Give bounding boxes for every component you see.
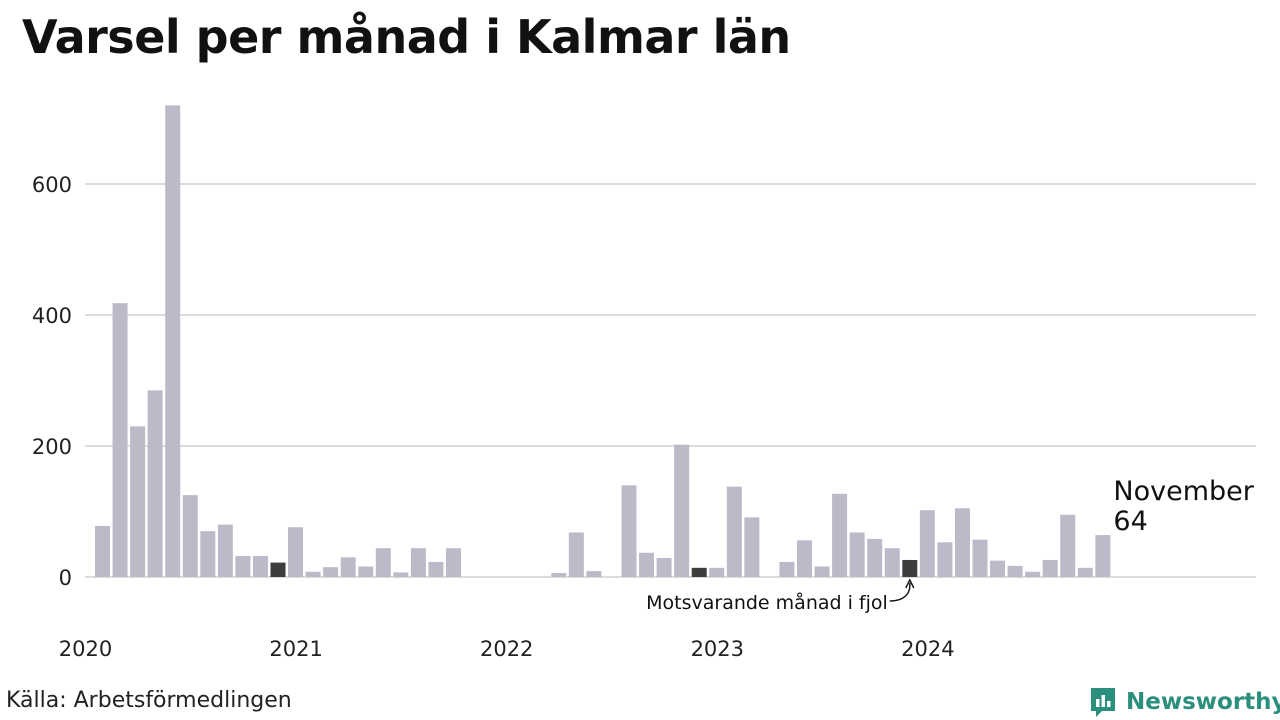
bar-2023-02 [744,517,760,577]
bar-2023-12 [919,510,935,577]
bar-2022-07 [621,485,637,577]
annotation-previous-year: Motsvarande månad i fjol [646,591,888,614]
x-axis-ticks: 2020 2021 2022 2023 2024 [59,637,955,661]
bar-2022-12 [709,567,725,577]
x-tick-label: 2023 [691,637,744,661]
bar-2024-02 [954,508,970,577]
gridlines [85,183,1256,578]
bar-chart-logo-icon [1091,688,1115,717]
bar-2024-05 [1007,565,1023,577]
bar-2021-02 [323,567,339,577]
x-tick-label: 2020 [59,637,112,661]
bar-2020-03 [130,426,146,577]
bar-2021-09 [446,548,461,577]
bar-2020-08 [217,524,233,577]
source-note: Källa: Arbetsförmedlingen [6,688,292,713]
bar-2024-09 [1077,567,1093,577]
bar-2022-10 [674,444,690,577]
bar-2020-11 [270,562,286,577]
bar-2021-07 [410,548,426,577]
bar-2023-07 [832,493,848,577]
newsworthy-logo: Newsworthy [1088,684,1280,720]
bar-2023-01 [726,486,742,577]
bar-2020-07 [200,531,216,577]
bar-2023-11 [902,559,918,577]
bar-2024-10 [1095,535,1111,577]
bar-2020-02 [112,303,128,577]
bar-2021-06 [393,572,409,577]
y-tick-label: 600 [32,173,72,197]
bar-2024-08 [1060,514,1076,577]
bars [95,105,1111,578]
bar-2023-08 [849,532,865,577]
bar-2020-09 [235,556,251,577]
highlight-value-label: 64 [1113,506,1147,537]
brand-name: Newsworthy [1126,689,1280,715]
x-tick-label: 2024 [901,637,954,661]
x-tick-label: 2021 [269,637,322,661]
bar-2022-09 [656,558,672,577]
bar-2023-09 [867,539,883,577]
bar-2023-05 [797,540,812,577]
chart-title: Varsel per månad i Kalmar län [22,10,791,64]
bar-2022-04 [568,532,584,577]
bar-2022-08 [639,552,655,577]
bar-2020-12 [288,527,304,577]
bar-2021-08 [428,561,444,577]
bar-2024-04 [990,560,1006,577]
y-tick-label: 0 [59,566,72,590]
bar-2021-05 [375,548,391,577]
bar-2024-01 [937,542,953,577]
bar-2023-10 [884,548,900,577]
bar-2022-11 [691,567,707,577]
bar-2020-04 [147,390,163,577]
bar-2020-05 [165,105,181,578]
bar-2022-05 [586,571,602,577]
annotation-arrowhead [905,578,915,589]
bar-2020-01 [95,525,110,577]
bar-2022-03 [551,573,567,577]
highlight-month-label: November [1113,476,1254,507]
bar-2024-07 [1042,559,1058,577]
bar-2023-04 [779,561,795,577]
bar-2020-10 [252,556,268,577]
y-axis-ticks: 0 200 400 600 [32,173,72,590]
bar-2021-03 [340,557,356,577]
bar-chart: 0 200 400 600 2020 2021 2022 2023 2024 Motsvara… [32,105,1256,661]
y-tick-label: 200 [32,435,72,459]
annotation-arrow [889,582,911,602]
bar-2020-06 [182,495,198,577]
bar-2024-06 [1025,571,1041,577]
bar-2021-01 [305,571,321,577]
y-tick-label: 400 [32,304,72,328]
x-tick-label: 2022 [480,637,533,661]
bar-2021-04 [358,566,374,577]
bar-2024-03 [972,539,988,577]
bar-2023-06 [814,566,830,577]
